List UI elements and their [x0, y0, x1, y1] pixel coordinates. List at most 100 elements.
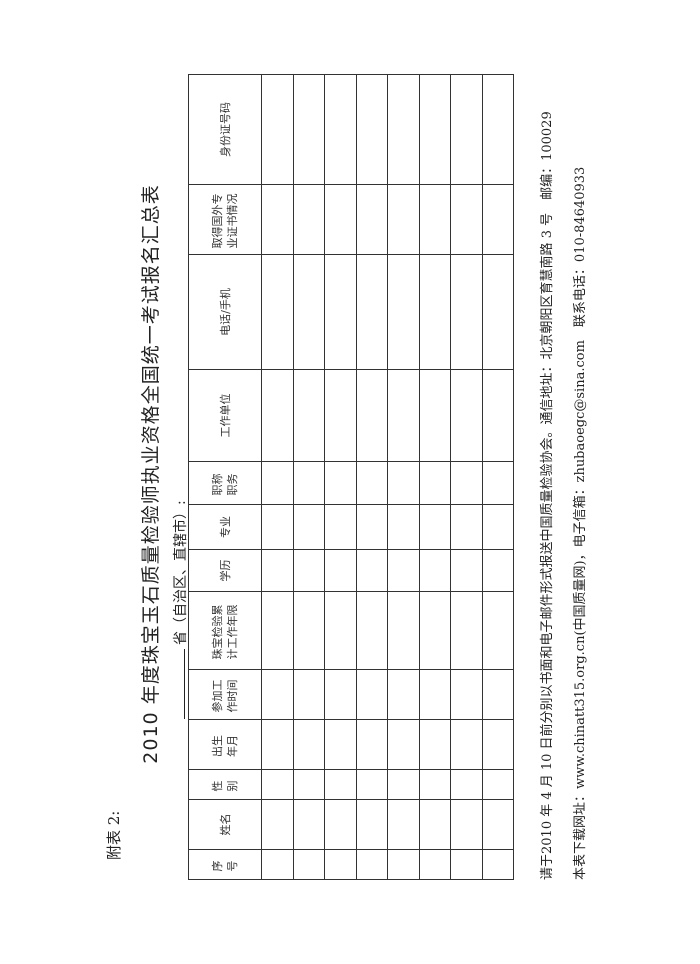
table-cell[interactable]: [482, 669, 514, 720]
table-cell[interactable]: [387, 184, 419, 255]
table-cell[interactable]: [356, 849, 388, 880]
table-cell[interactable]: [356, 591, 388, 670]
table-cell[interactable]: [482, 74, 514, 185]
table-cell[interactable]: [324, 769, 356, 800]
table-cell[interactable]: [450, 74, 482, 185]
table-cell[interactable]: [324, 849, 356, 880]
table-cell[interactable]: [356, 799, 388, 850]
table-cell[interactable]: [450, 549, 482, 592]
table-cell[interactable]: [419, 849, 451, 880]
table-cell[interactable]: [482, 769, 514, 800]
table-cell[interactable]: [419, 461, 451, 505]
table-cell[interactable]: [387, 719, 419, 770]
table-cell[interactable]: [419, 254, 451, 370]
table-cell[interactable]: [387, 74, 419, 185]
table-cell[interactable]: [261, 769, 293, 800]
table-cell[interactable]: [324, 669, 356, 720]
table-cell[interactable]: [450, 504, 482, 550]
table-cell[interactable]: [293, 669, 325, 720]
table-cell[interactable]: [324, 549, 356, 592]
table-cell[interactable]: [482, 184, 514, 255]
table-cell[interactable]: [482, 461, 514, 505]
table-cell[interactable]: [356, 504, 388, 550]
table-cell[interactable]: [419, 769, 451, 800]
table-cell[interactable]: [387, 549, 419, 592]
table-cell[interactable]: [261, 74, 293, 185]
table-cell[interactable]: [482, 849, 514, 880]
table-cell[interactable]: [324, 461, 356, 505]
table-cell[interactable]: [482, 504, 514, 550]
table-cell[interactable]: [261, 461, 293, 505]
table-cell[interactable]: [261, 591, 293, 670]
table-cell[interactable]: [387, 799, 419, 850]
table-cell[interactable]: [261, 504, 293, 550]
table-cell[interactable]: [293, 719, 325, 770]
table-cell[interactable]: [482, 254, 514, 370]
table-cell[interactable]: [482, 549, 514, 592]
table-cell[interactable]: [387, 849, 419, 880]
table-cell[interactable]: [450, 719, 482, 770]
table-cell[interactable]: [261, 669, 293, 720]
table-cell[interactable]: [450, 184, 482, 255]
table-cell[interactable]: [293, 184, 325, 255]
table-cell[interactable]: [419, 591, 451, 670]
table-cell[interactable]: [261, 799, 293, 850]
table-cell[interactable]: [293, 504, 325, 550]
table-cell[interactable]: [293, 74, 325, 185]
table-cell[interactable]: [261, 369, 293, 462]
table-cell[interactable]: [419, 369, 451, 462]
table-cell[interactable]: [324, 74, 356, 185]
table-cell[interactable]: [450, 799, 482, 850]
table-cell[interactable]: [387, 254, 419, 370]
table-cell[interactable]: [356, 719, 388, 770]
table-cell[interactable]: [324, 799, 356, 850]
table-cell[interactable]: [450, 369, 482, 462]
table-cell[interactable]: [450, 769, 482, 800]
table-cell[interactable]: [482, 719, 514, 770]
table-cell[interactable]: [324, 591, 356, 670]
table-cell[interactable]: [450, 254, 482, 370]
table-cell[interactable]: [450, 849, 482, 880]
table-cell[interactable]: [387, 504, 419, 550]
table-cell[interactable]: [293, 769, 325, 800]
table-cell[interactable]: [419, 74, 451, 185]
table-cell[interactable]: [293, 799, 325, 850]
table-cell[interactable]: [356, 769, 388, 800]
table-cell[interactable]: [419, 549, 451, 592]
table-cell[interactable]: [387, 369, 419, 462]
table-cell[interactable]: [293, 461, 325, 505]
table-cell[interactable]: [261, 719, 293, 770]
table-cell[interactable]: [356, 369, 388, 462]
table-cell[interactable]: [356, 74, 388, 185]
table-cell[interactable]: [324, 369, 356, 462]
table-cell[interactable]: [324, 184, 356, 255]
table-cell[interactable]: [324, 504, 356, 550]
table-cell[interactable]: [261, 549, 293, 592]
table-cell[interactable]: [387, 591, 419, 670]
table-cell[interactable]: [450, 669, 482, 720]
table-cell[interactable]: [261, 184, 293, 255]
table-cell[interactable]: [387, 461, 419, 505]
table-cell[interactable]: [356, 184, 388, 255]
table-cell[interactable]: [356, 669, 388, 720]
table-cell[interactable]: [293, 849, 325, 880]
table-cell[interactable]: [419, 184, 451, 255]
table-cell[interactable]: [261, 254, 293, 370]
table-cell[interactable]: [356, 549, 388, 592]
table-cell[interactable]: [293, 254, 325, 370]
table-cell[interactable]: [482, 799, 514, 850]
table-cell[interactable]: [324, 254, 356, 370]
table-cell[interactable]: [419, 504, 451, 550]
table-cell[interactable]: [482, 369, 514, 462]
table-cell[interactable]: [293, 369, 325, 462]
table-cell[interactable]: [482, 591, 514, 670]
table-cell[interactable]: [356, 461, 388, 505]
table-cell[interactable]: [324, 719, 356, 770]
table-cell[interactable]: [419, 669, 451, 720]
table-cell[interactable]: [261, 849, 293, 880]
table-cell[interactable]: [293, 549, 325, 592]
table-cell[interactable]: [293, 591, 325, 670]
table-cell[interactable]: [450, 591, 482, 670]
table-cell[interactable]: [419, 719, 451, 770]
table-cell[interactable]: [450, 461, 482, 505]
